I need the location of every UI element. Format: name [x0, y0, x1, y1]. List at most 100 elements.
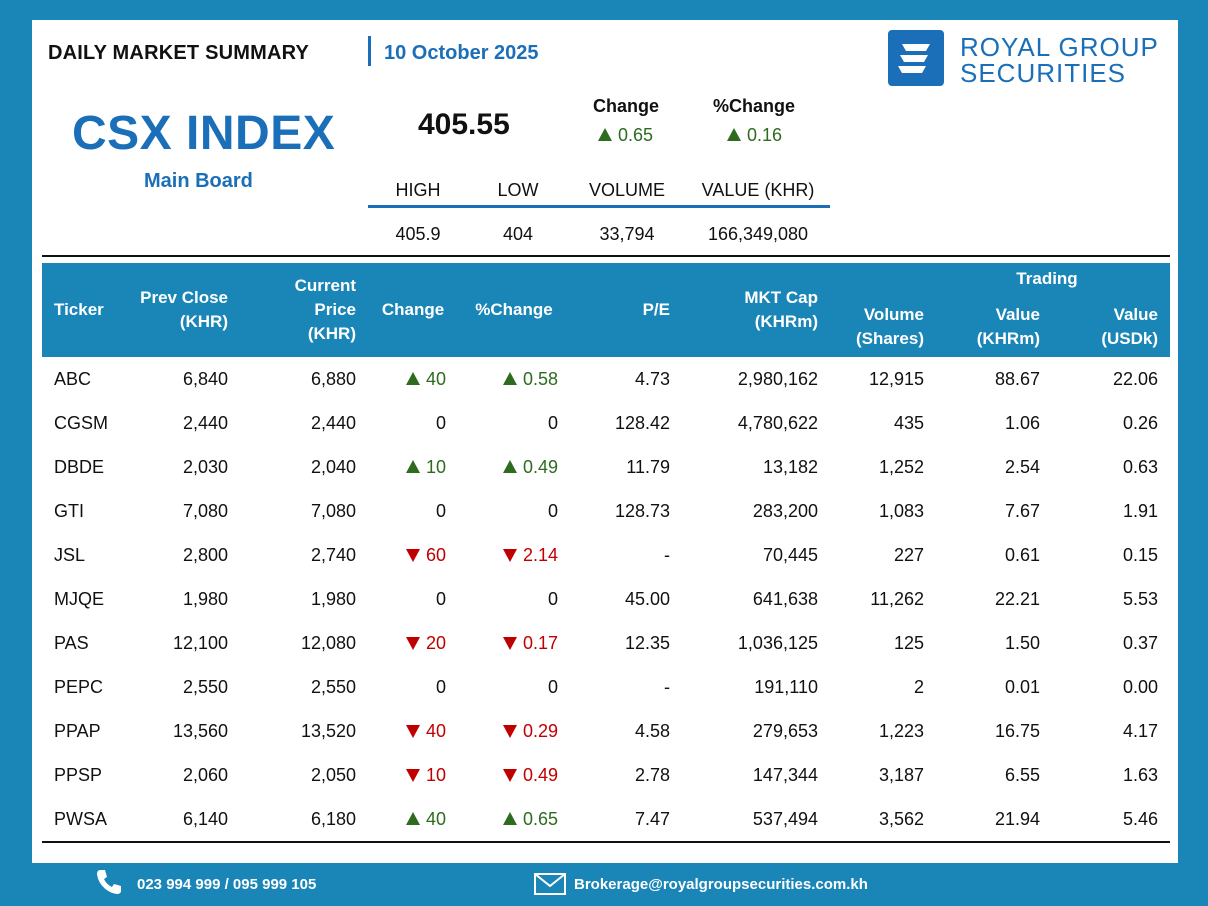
- cell-current-price: 2,440: [310, 412, 356, 433]
- table-row: MJQE 1,980 1,980 0 0 45.00 641,638 11,262 22.21 5…: [42, 577, 1170, 621]
- cell-value-usdk: 5.46: [1052, 797, 1170, 843]
- col-volume-line1: Volume: [863, 305, 924, 324]
- cell-value-usdk: 0.63: [1122, 456, 1158, 477]
- col-pct-change: %Change: [458, 263, 570, 357]
- col-value-usdk: Value (USDk): [1052, 295, 1170, 357]
- col-change: Change: [368, 263, 458, 357]
- cell-prev-close: 6,140: [126, 797, 240, 843]
- cell-mkt-cap: 1,036,125: [737, 632, 818, 653]
- cell-prev-close: 2,440: [182, 412, 228, 433]
- up-arrow-icon: [405, 811, 420, 825]
- cell-current-price: 6,180: [240, 797, 368, 843]
- cell-pe: 12.35: [624, 632, 670, 653]
- down-arrow-icon: [502, 636, 517, 650]
- cell-mkt-cap: 13,182: [762, 456, 818, 477]
- cell-change: 40: [368, 797, 458, 843]
- down-arrow-icon: [502, 724, 517, 738]
- table-row: JSL 2,800 2,740 60 2.14 - 70,445 227 0.61 0.15: [42, 533, 1170, 577]
- stat-volume: 33,794: [599, 224, 655, 244]
- cell-value-khrm: 21.94: [936, 797, 1052, 843]
- table-row: ABC 6,840 6,880 40 0.58 4.73 2,980,162 12,915 88…: [42, 357, 1170, 401]
- footer-phone: 023 994 999 / 095 999 105: [137, 876, 317, 893]
- report-title: DAILY MARKET SUMMARY: [48, 42, 310, 64]
- col-prev-close-line1: Prev Close: [140, 288, 228, 307]
- cell-ticker: PPSP: [54, 764, 103, 785]
- cell-value-usdk: 4.17: [1122, 720, 1158, 741]
- cell-prev-close: 6,840: [182, 368, 228, 389]
- cell-pct-change-value: 0.49: [522, 456, 558, 477]
- cell-current-price: 6,880: [310, 368, 356, 389]
- cell-change-value: 10: [425, 764, 446, 785]
- stocks-table: Ticker Prev Close (KHR) Current Price (KHR…: [42, 263, 1170, 843]
- cell-prev-close: 2,550: [182, 676, 228, 697]
- footer: 023 994 999 / 095 999 105 Brokerage@roya…: [0, 863, 1208, 906]
- cell-change: 10: [368, 753, 458, 797]
- cell-value-usdk: 0.37: [1122, 632, 1158, 653]
- cell-mkt-cap: 641,638: [752, 588, 818, 609]
- cell-pe: 2.78: [634, 764, 670, 785]
- cell-mkt-cap: 283,200: [752, 500, 818, 521]
- cell-ticker: PPAP: [54, 720, 101, 741]
- cell-prev-close: 2,030: [182, 456, 228, 477]
- cell-pct-change-value: 0.49: [522, 764, 558, 785]
- cell-prev-close: 7,080: [182, 500, 228, 521]
- cell-volume: 2: [913, 676, 924, 697]
- cell-value-khrm: 22.21: [994, 588, 1040, 609]
- col-current-price-line2: (KHR): [307, 324, 356, 343]
- report-date: 10 October 2025: [384, 42, 539, 64]
- up-arrow-icon: [502, 371, 517, 385]
- up-arrow-icon: [502, 459, 517, 473]
- cell-change: 20: [368, 621, 458, 665]
- footer-email[interactable]: Brokerage@royalgroupsecurities.com.kh: [574, 876, 868, 893]
- col-current-price: Current Price (KHR): [240, 263, 368, 357]
- index-board: Main Board: [144, 170, 253, 192]
- cell-value-khrm: 0.61: [1004, 544, 1040, 565]
- col-mkt-cap-line2: (KHRm): [754, 312, 818, 331]
- summary-card: DAILY MARKET SUMMARY 10 October 2025 ROY…: [32, 20, 1178, 863]
- cell-ticker: PWSA: [42, 797, 126, 843]
- table-row: PEPC 2,550 2,550 0 0 - 191,110 2 0.01 0.00: [42, 665, 1170, 709]
- cell-pct-change: 0.49: [458, 753, 570, 797]
- cell-value-usdk: 5.53: [1122, 588, 1158, 609]
- cell-ticker: CGSM: [54, 412, 108, 433]
- cell-volume: 1,223: [878, 720, 924, 741]
- section-divider: [42, 255, 1170, 257]
- col-prev-close: Prev Close (KHR): [126, 263, 240, 357]
- table-row: PPSP 2,060 2,050 10 0.49 2.78 147,344 3,187 6.55…: [42, 753, 1170, 797]
- cell-volume: 3,562: [830, 797, 936, 843]
- cell-pct-change: 0.49: [458, 445, 570, 489]
- table-row: PAS 12,100 12,080 20 0.17 12.35 1,036,125 125 1.…: [42, 621, 1170, 665]
- up-arrow-icon: [405, 371, 420, 385]
- cell-current-price: 2,040: [310, 456, 356, 477]
- table-row: DBDE 2,030 2,040 10 0.49 11.79 13,182 1,252 2.54…: [42, 445, 1170, 489]
- down-arrow-icon: [502, 768, 517, 782]
- cell-change-value: 40: [425, 720, 446, 741]
- cell-current-price: 13,520: [300, 720, 356, 741]
- col-pe: P/E: [570, 263, 682, 357]
- cell-pct-change: 0: [547, 500, 558, 521]
- logo-mark-icon: [888, 30, 944, 86]
- col-mkt-cap: MKT Cap (KHRm): [682, 263, 830, 357]
- cell-ticker: GTI: [54, 500, 84, 521]
- index-value: 405.55: [418, 108, 510, 141]
- cell-change-value: 60: [425, 544, 446, 565]
- cell-current-price: 2,740: [310, 544, 356, 565]
- cell-current-price: 2,550: [310, 676, 356, 697]
- cell-prev-close: 2,060: [182, 764, 228, 785]
- cell-pct-change: 2.14: [458, 533, 570, 577]
- down-arrow-icon: [502, 548, 517, 562]
- cell-mkt-cap: 147,344: [752, 764, 818, 785]
- cell-volume: 3,187: [878, 764, 924, 785]
- cell-change: 0: [435, 500, 446, 521]
- stat-label-value: VALUE (KHR): [701, 180, 815, 200]
- cell-prev-close: 2,800: [182, 544, 228, 565]
- cell-current-price: 12,080: [300, 632, 356, 653]
- cell-value-khrm: 6.55: [1004, 764, 1040, 785]
- table-row: PWSA 6,140 6,180 40 0.65 7.47 537,494 3,562 21.9…: [42, 797, 1170, 843]
- phone-icon: [94, 867, 124, 897]
- index-change-label: Change: [593, 96, 660, 116]
- cell-pct-change: 0.65: [458, 797, 570, 843]
- cell-pct-change: 0: [547, 412, 558, 433]
- table-row: GTI 7,080 7,080 0 0 128.73 283,200 1,083 7.67 1.9…: [42, 489, 1170, 533]
- cell-prev-close: 13,560: [172, 720, 228, 741]
